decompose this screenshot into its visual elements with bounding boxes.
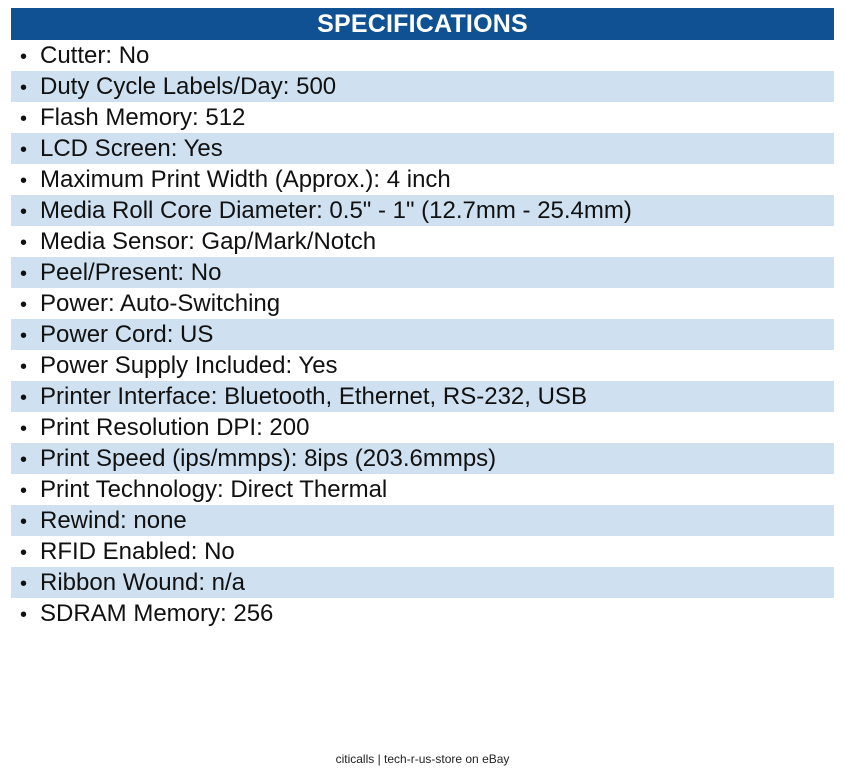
bullet-icon: • [20,511,28,533]
bullet-icon: • [20,604,28,626]
spec-text: Flash Memory: 512 [40,104,246,131]
footer-credit: citicalls | tech-r-us-store on eBay [335,752,510,766]
spec-row-lcd-screen: • LCD Screen: Yes [11,133,834,164]
spec-row-print-technology: • Print Technology: Direct Thermal [11,474,834,505]
spec-text: RFID Enabled: No [40,538,235,565]
bullet-icon: • [20,263,28,285]
spec-text: Duty Cycle Labels/Day: 500 [40,73,337,100]
spec-row-print-speed: • Print Speed (ips/mmps): 8ips (203.6mmps… [11,443,834,474]
spec-text: LCD Screen: Yes [40,135,223,162]
spec-text: Print Speed (ips/mmps): 8ips (203.6mmps) [40,445,497,472]
spec-text: Peel/Present: No [40,259,222,286]
spec-row-print-resolution: • Print Resolution DPI: 200 [11,412,834,443]
bullet-icon: • [20,418,28,440]
spec-row-power-supply: • Power Supply Included: Yes [11,350,834,381]
spec-row-ribbon-wound: • Ribbon Wound: n/a [11,567,834,598]
spec-text: Power Supply Included: Yes [40,352,338,379]
bullet-icon: • [20,542,28,564]
spec-row-power-cord: • Power Cord: US [11,319,834,350]
bullet-icon: • [20,573,28,595]
specifications-panel: SPECIFICATIONS • Cutter: No • Duty Cycle L… [11,8,834,629]
bullet-icon: • [20,480,28,502]
spec-row-sdram-memory: • SDRAM Memory: 256 [11,598,834,629]
spec-text: Power Cord: US [40,321,214,348]
spec-text: Cutter: No [40,42,150,69]
spec-row-peel-present: • Peel/Present: No [11,257,834,288]
spec-text: Media Roll Core Diameter: 0.5" - 1" (12.… [40,197,632,224]
spec-row-printer-interface: • Printer Interface: Bluetooth, Ethernet,… [11,381,834,412]
bullet-icon: • [20,387,28,409]
bullet-icon: • [20,170,28,192]
spec-row-rewind: • Rewind: none [11,505,834,536]
bullet-icon: • [20,77,28,99]
spec-text: Power: Auto-Switching [40,290,281,317]
spec-text: SDRAM Memory: 256 [40,600,274,627]
spec-text: Printer Interface: Bluetooth, Ethernet, … [40,383,587,410]
spec-row-media-roll-core: • Media Roll Core Diameter: 0.5" - 1" (12… [11,195,834,226]
spec-row-cutter: • Cutter: No [11,40,834,71]
bullet-icon: • [20,325,28,347]
bullet-icon: • [20,356,28,378]
bullet-icon: • [20,232,28,254]
spec-text: Ribbon Wound: n/a [40,569,246,596]
spec-row-duty-cycle: • Duty Cycle Labels/Day: 500 [11,71,834,102]
specifications-header: SPECIFICATIONS [11,8,834,40]
spec-text: Print Resolution DPI: 200 [40,414,310,441]
spec-row-max-print-width: • Maximum Print Width (Approx.): 4 inch [11,164,834,195]
spec-row-flash-memory: • Flash Memory: 512 [11,102,834,133]
bullet-icon: • [20,108,28,130]
spec-text: Print Technology: Direct Thermal [40,476,388,503]
spec-row-rfid: • RFID Enabled: No [11,536,834,567]
bullet-icon: • [20,449,28,471]
spec-row-media-sensor: • Media Sensor: Gap/Mark/Notch [11,226,834,257]
spec-text: Rewind: none [40,507,187,534]
spec-text: Maximum Print Width (Approx.): 4 inch [40,166,451,193]
bullet-icon: • [20,294,28,316]
specifications-list: • Cutter: No • Duty Cycle Labels/Day: 500 … [11,40,834,629]
bullet-icon: • [20,139,28,161]
bullet-icon: • [20,201,28,223]
spec-text: Media Sensor: Gap/Mark/Notch [40,228,377,255]
bullet-icon: • [20,46,28,68]
spec-row-power: • Power: Auto-Switching [11,288,834,319]
